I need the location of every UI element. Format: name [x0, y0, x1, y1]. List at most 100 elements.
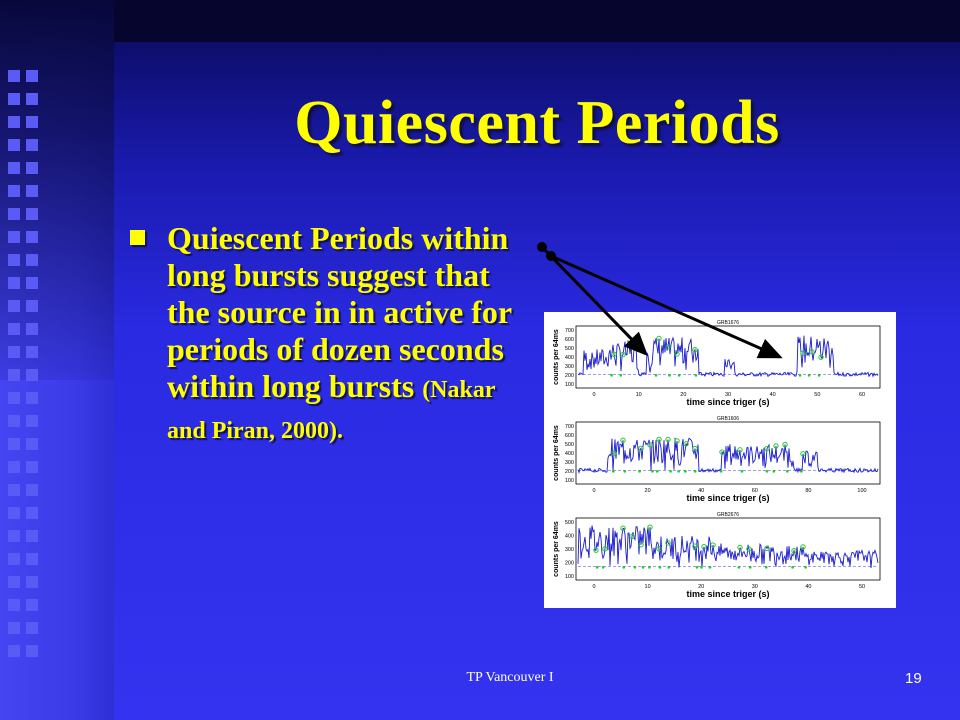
- trough-marker: [765, 470, 769, 473]
- peak-marker: [791, 548, 797, 554]
- x-tick-label: 30: [725, 392, 731, 398]
- decor-square: [8, 369, 20, 381]
- plot-title: GRB1676: [717, 320, 739, 326]
- plot-title: GRB1606: [717, 416, 739, 422]
- footer-text: TP Vancouver I: [466, 670, 554, 685]
- bullet-citation: (Nakar and Piran, 2000).: [167, 377, 496, 444]
- peak-marker: [800, 451, 806, 457]
- decor-square: [8, 438, 20, 450]
- trough-marker: [654, 374, 658, 377]
- trough-marker: [737, 566, 741, 569]
- decor-square: [8, 231, 20, 243]
- trough-marker: [695, 566, 699, 569]
- peak-marker: [665, 540, 671, 546]
- y-tick-label: 300: [565, 547, 574, 553]
- x-axis-label: time since triger (s): [686, 589, 769, 599]
- trough-marker: [651, 470, 654, 473]
- decor-square: [8, 254, 20, 266]
- peak-marker: [692, 346, 698, 353]
- peak-marker: [593, 547, 599, 553]
- peak-marker: [773, 443, 779, 449]
- decor-square: [8, 599, 20, 611]
- decor-square: [8, 346, 20, 358]
- decor-square: [8, 484, 20, 496]
- decor-square: [8, 507, 20, 519]
- x-axis-label: time since triger (s): [686, 493, 769, 503]
- x-tick-label: 60: [859, 392, 865, 398]
- decor-square: [8, 622, 20, 634]
- decor-square: [8, 461, 20, 473]
- page-number: 19: [905, 670, 922, 687]
- trough-marker: [601, 566, 605, 569]
- light-curve-figure: GRB1676 700 600 500 400 300 200 100 0 10 20 30 40 50 6…: [544, 312, 896, 608]
- trough-marker: [677, 374, 681, 377]
- decor-square: [8, 553, 20, 565]
- peak-marker: [611, 351, 617, 357]
- arrow-to-gap-2: [550, 254, 783, 359]
- y-axis-label: counts per 64ms: [553, 521, 560, 577]
- peak-marker: [656, 436, 662, 443]
- peak-marker: [665, 436, 671, 443]
- x-tick-label: 40: [805, 584, 811, 590]
- x-tick-label: 40: [698, 488, 704, 494]
- light-curve-trace: [577, 437, 879, 474]
- decor-square: [26, 369, 38, 381]
- x-tick-label: 0: [592, 392, 595, 398]
- trough-marker: [694, 374, 698, 377]
- trough-marker: [648, 566, 651, 569]
- y-tick-label: 400: [565, 355, 574, 361]
- trough-marker: [667, 566, 671, 569]
- trough-marker: [623, 470, 627, 473]
- trough-marker: [800, 470, 803, 473]
- peak-marker: [638, 542, 644, 548]
- peak-marker: [746, 546, 752, 552]
- decor-square: [8, 162, 20, 174]
- decor-square: [8, 116, 20, 128]
- peak-marker: [611, 450, 617, 457]
- y-tick-label: 500: [565, 442, 574, 448]
- y-tick-label: 500: [565, 346, 574, 352]
- peak-marker: [629, 533, 635, 540]
- decor-square: [26, 576, 38, 588]
- y-tick-label: 500: [565, 520, 574, 526]
- plot-frame: [575, 325, 881, 389]
- trough-marker: [633, 566, 637, 569]
- x-tick-label: 40: [770, 392, 776, 398]
- trough-marker: [668, 374, 671, 377]
- arrow-to-gap-1: [540, 245, 649, 357]
- decor-square: [26, 622, 38, 634]
- peak-marker: [719, 449, 725, 455]
- decor-square: [26, 392, 38, 404]
- peak-marker: [764, 545, 770, 552]
- decor-square: [8, 392, 20, 404]
- trough-marker: [719, 470, 723, 473]
- x-tick-label: 20: [698, 584, 704, 590]
- trough-marker: [610, 374, 613, 377]
- peak-marker: [818, 354, 824, 360]
- peak-marker: [800, 544, 806, 550]
- trough-marker: [764, 566, 768, 569]
- y-tick-label: 700: [565, 424, 574, 430]
- x-tick-label: 60: [752, 488, 758, 494]
- decor-square: [26, 300, 38, 312]
- decor-square: [8, 323, 20, 335]
- bullet-square-icon: [130, 230, 145, 245]
- trough-marker: [595, 566, 599, 569]
- y-tick-label: 200: [565, 469, 574, 475]
- decor-square: [8, 530, 20, 542]
- decor-square: [26, 93, 38, 105]
- decor-square: [8, 415, 20, 427]
- decor-square: [8, 645, 20, 657]
- trough-marker: [658, 566, 662, 569]
- slide-title: Quiescent Periods: [294, 89, 780, 157]
- y-tick-label: 400: [565, 534, 574, 540]
- x-tick-label: 0: [592, 488, 595, 494]
- decor-square: [26, 346, 38, 358]
- decor-squares-left: [8, 70, 20, 668]
- x-tick-label: 50: [859, 584, 865, 590]
- decor-square: [26, 599, 38, 611]
- trough-marker: [655, 470, 659, 473]
- peak-marker: [809, 349, 815, 355]
- trough-marker: [622, 566, 626, 569]
- trough-marker: [740, 470, 744, 473]
